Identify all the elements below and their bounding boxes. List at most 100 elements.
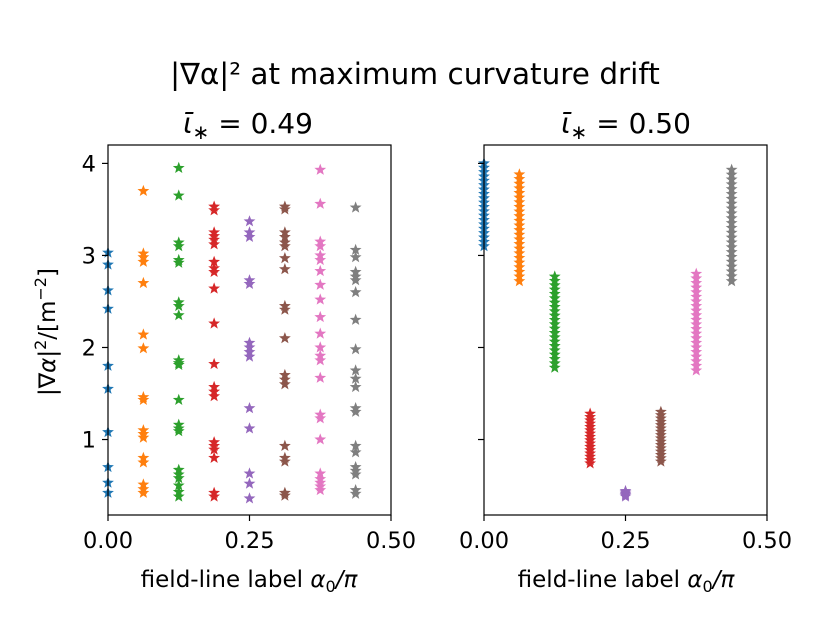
data-point-star xyxy=(548,331,561,343)
data-point-star xyxy=(208,490,221,502)
data-point-star xyxy=(278,439,291,451)
data-point-star xyxy=(654,418,667,431)
data-point-star xyxy=(584,444,597,456)
data-point-star xyxy=(243,230,256,243)
data-point-star xyxy=(584,414,597,426)
x-tick-label: 0.00 xyxy=(459,528,509,554)
data-point-star xyxy=(584,427,597,439)
data-point-star xyxy=(548,279,561,291)
data-point-star xyxy=(725,207,738,219)
data-point-star xyxy=(548,344,561,356)
y-tick-label: 1 xyxy=(82,428,96,454)
data-point-star xyxy=(137,276,150,289)
data-point-star xyxy=(725,163,738,175)
panel-right-xlabel: field-line label α0/π xyxy=(518,567,736,596)
data-point-star xyxy=(513,191,526,203)
data-point-star xyxy=(690,304,703,316)
data-point-star xyxy=(725,265,738,277)
data-point-star xyxy=(349,243,362,255)
data-point-star xyxy=(690,309,703,321)
data-point-star xyxy=(548,270,561,282)
panel-left-title: ῑ∗ = 0.49 xyxy=(183,107,313,144)
data-point-star xyxy=(725,255,738,267)
data-point-star xyxy=(278,303,291,315)
data-point-star xyxy=(172,189,185,201)
data-point-star xyxy=(243,422,256,434)
data-point-star xyxy=(208,357,221,370)
data-point-star xyxy=(584,410,597,423)
panel-right: ῑ∗ = 0.50 0.00 0.25 0.50 field-line label … xyxy=(459,107,792,596)
data-point-star xyxy=(314,327,327,339)
data-point-star xyxy=(513,182,526,194)
data-point-star xyxy=(137,255,150,267)
data-point-star xyxy=(548,296,561,308)
data-point-star xyxy=(513,242,526,254)
data-point-star xyxy=(137,431,150,443)
data-point-star xyxy=(548,300,561,313)
data-point-star xyxy=(172,471,185,484)
data-point-star xyxy=(690,272,703,284)
data-point-star xyxy=(208,390,221,402)
data-point-star xyxy=(725,245,738,258)
series-6 xyxy=(314,163,327,496)
series-7 xyxy=(349,201,362,499)
series-3 xyxy=(584,407,597,469)
data-point-star xyxy=(314,433,327,445)
data-point-star xyxy=(725,260,738,272)
data-point-star xyxy=(690,341,703,353)
data-point-star xyxy=(654,405,667,417)
data-point-star xyxy=(278,332,291,344)
series-5 xyxy=(278,200,291,501)
data-point-star xyxy=(619,484,632,497)
data-point-star xyxy=(314,293,327,305)
data-point-star xyxy=(690,355,703,367)
data-point-star xyxy=(690,350,703,362)
data-point-star xyxy=(725,216,738,229)
data-point-star xyxy=(172,161,185,174)
data-point-star xyxy=(584,434,597,446)
data-point-star xyxy=(548,348,561,360)
data-point-star xyxy=(513,233,526,245)
data-point-star xyxy=(513,177,526,189)
data-point-star xyxy=(172,358,185,370)
data-point-star xyxy=(584,453,597,466)
data-point-star xyxy=(314,412,327,424)
data-point-star xyxy=(172,490,185,502)
series-3 xyxy=(208,200,221,502)
data-point-star xyxy=(690,322,703,335)
data-point-star xyxy=(278,252,291,264)
data-point-star xyxy=(208,238,221,250)
data-point-star xyxy=(513,196,526,208)
panel-left-xlabel: field-line label α0/π xyxy=(141,567,359,596)
data-point-star xyxy=(654,435,667,447)
data-point-star xyxy=(725,221,738,233)
data-point-star xyxy=(654,412,667,424)
data-point-star xyxy=(208,317,221,329)
data-point-star xyxy=(314,278,327,290)
data-point-star xyxy=(654,422,667,434)
y-tick-label: 2 xyxy=(82,335,96,361)
data-point-star xyxy=(654,452,667,464)
data-point-star xyxy=(548,318,561,330)
data-point-star xyxy=(548,335,561,347)
data-point-star xyxy=(513,172,526,185)
data-point-star xyxy=(513,251,526,264)
data-point-star xyxy=(349,274,362,286)
series-2 xyxy=(548,270,561,373)
series-4 xyxy=(619,484,632,502)
data-point-star xyxy=(548,287,561,299)
data-point-star xyxy=(584,424,597,436)
data-point-star xyxy=(349,364,362,376)
data-point-star xyxy=(690,336,703,348)
data-point-star xyxy=(654,432,667,444)
data-point-star xyxy=(654,442,667,454)
data-point-star xyxy=(690,359,703,371)
panel-right-xticks: 0.00 0.25 0.50 xyxy=(459,515,792,554)
data-point-star xyxy=(654,455,667,467)
x-tick-label: 0.50 xyxy=(366,528,416,554)
data-point-star xyxy=(349,405,362,417)
data-point-star xyxy=(513,275,526,287)
data-point-star xyxy=(584,417,597,429)
data-point-star xyxy=(725,241,738,253)
